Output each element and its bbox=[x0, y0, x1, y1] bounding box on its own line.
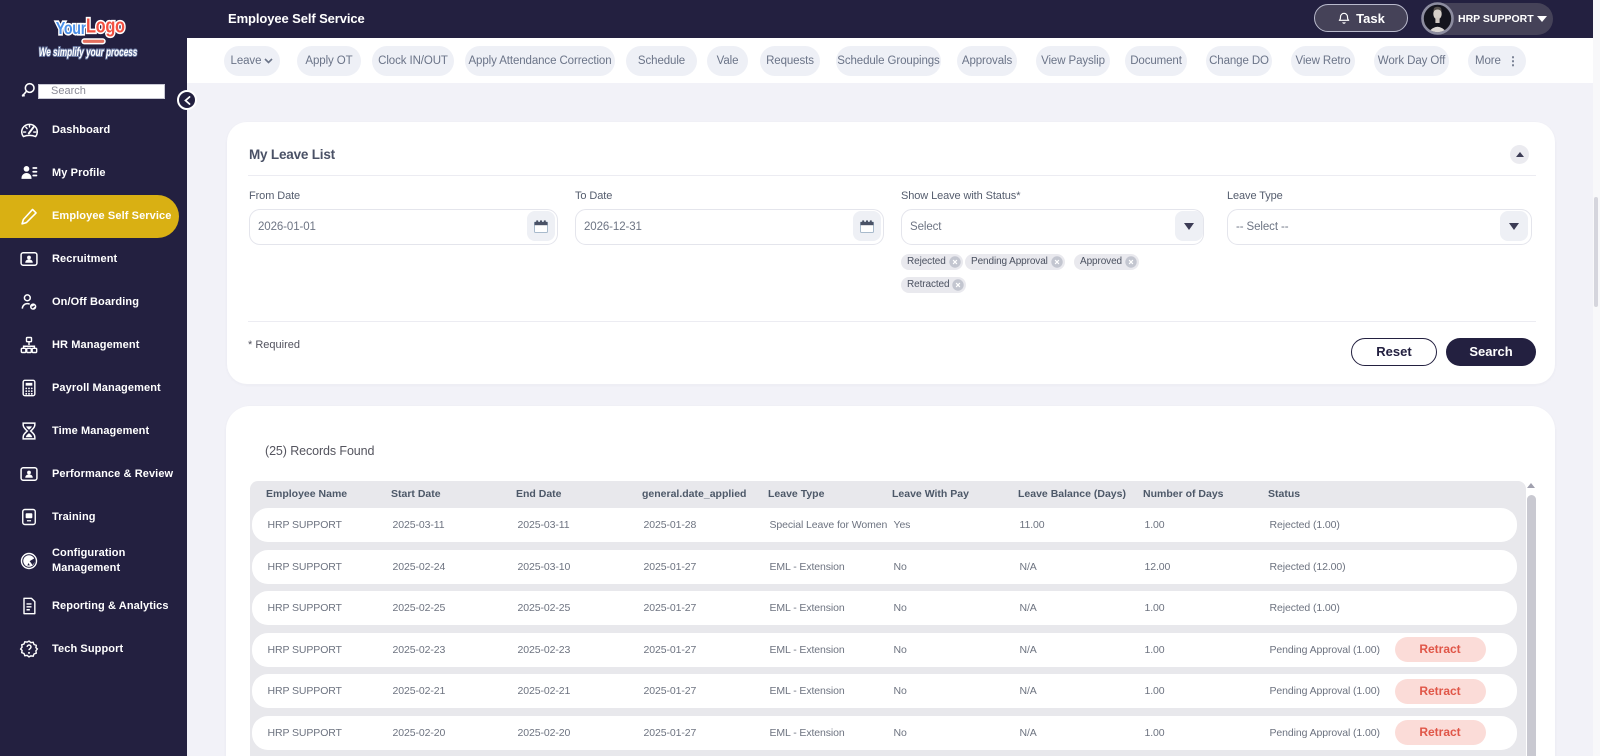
svg-text:We simplify your process: We simplify your process bbox=[39, 47, 138, 60]
svg-text:Your: Your bbox=[56, 20, 86, 39]
svg-text:Logo: Logo bbox=[86, 14, 125, 37]
